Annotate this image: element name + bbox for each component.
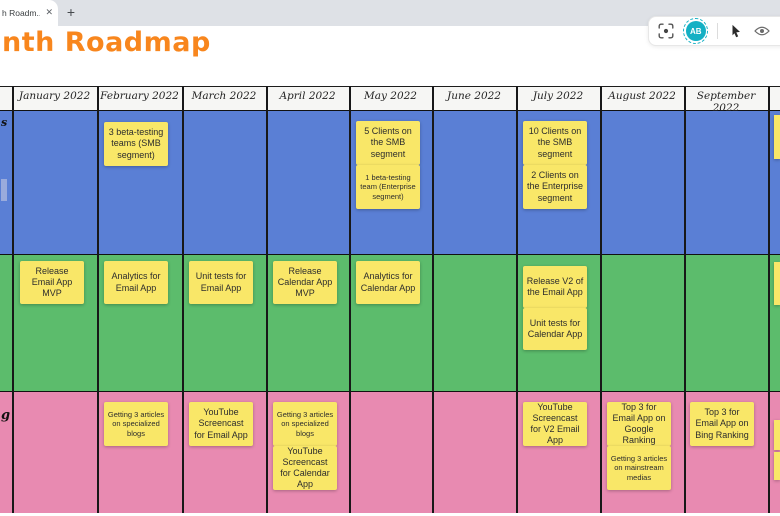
sticky-note[interactable]: YouTube Screencast for V2 Email App (523, 402, 587, 446)
grid-line (349, 86, 351, 513)
sticky-note-clipped[interactable] (774, 262, 780, 305)
row-label-fragment: s (1, 116, 8, 129)
sticky-note[interactable]: 2 Clients on the Enterprise segment (523, 165, 587, 209)
sticky-note[interactable]: Top 3 for Email App on Google Ranking (607, 402, 671, 446)
browser-tab[interactable]: h Roadm... ✕ (0, 0, 58, 26)
month-header: August 2022 (608, 90, 676, 102)
month-header: January 2022 (18, 90, 91, 102)
tab-title: h Roadm... (2, 8, 40, 18)
sticky-note[interactable]: Getting 3 articles on specialized blogs (104, 402, 168, 446)
sticky-note[interactable]: 3 beta-testing teams (SMB segment) (104, 122, 168, 166)
sticky-note-clipped[interactable] (774, 420, 780, 450)
sticky-note[interactable]: YouTube Screencast for Email App (189, 402, 253, 446)
sticky-note[interactable]: Release Email App MVP (20, 261, 84, 304)
sticky-note[interactable]: Analytics for Email App (104, 261, 168, 304)
sticky-note[interactable]: YouTube Screencast for Calendar App (273, 446, 337, 490)
tab-close-icon[interactable]: ✕ (45, 7, 53, 17)
grid-line (516, 86, 518, 513)
page-title[interactable]: nth Roadmap (2, 27, 211, 58)
grid-line (12, 86, 14, 513)
roadmap-board: January 2022 February 2022 March 2022 Ap… (0, 86, 780, 513)
grid-line (182, 86, 184, 513)
month-header: May 2022 (363, 90, 417, 102)
grid-line (97, 86, 99, 513)
new-tab-button[interactable]: + (66, 4, 76, 20)
eye-icon[interactable] (753, 22, 770, 40)
grid-line (684, 86, 686, 513)
sticky-note[interactable]: Analytics for Calendar App (356, 261, 420, 304)
collab-toolbar: AB (648, 16, 780, 46)
cursor-icon[interactable] (727, 22, 744, 40)
row-label-fragment: g (1, 408, 11, 423)
sticky-note[interactable]: 1 beta-testing team (Enterprise segment) (356, 165, 420, 209)
grid-line (600, 86, 602, 513)
sticky-note[interactable]: Release Calendar App MVP (273, 261, 337, 304)
sticky-note[interactable]: 10 Clients on the SMB segment (523, 121, 587, 165)
month-header: June 2022 (446, 90, 501, 102)
sticky-note[interactable]: Unit tests for Calendar App (523, 308, 587, 350)
sticky-note[interactable]: Release V2 of the Email App (523, 266, 587, 308)
avatar[interactable]: AB (685, 21, 706, 41)
sticky-note[interactable]: Top 3 for Email App on Bing Ranking (690, 402, 754, 446)
toolbar-divider (717, 23, 719, 39)
sticky-note[interactable]: Getting 3 articles on specialized blogs (273, 402, 337, 446)
grid-line (768, 86, 770, 513)
month-header: April 2022 (279, 90, 336, 102)
month-header-row (0, 86, 780, 111)
grid-line (432, 86, 434, 513)
left-edge-fragment (1, 179, 7, 201)
month-header: September 2022 (696, 90, 756, 114)
sticky-note[interactable]: Unit tests for Email App (189, 261, 253, 304)
month-header: July 2022 (532, 90, 584, 102)
sticky-note-clipped[interactable] (774, 452, 780, 480)
month-header: February 2022 (100, 90, 179, 102)
browser-tab-bar: h Roadm... ✕ + (0, 0, 780, 26)
avatar-ring: AB (683, 18, 709, 44)
frame-capture-icon[interactable] (657, 22, 674, 40)
sticky-note[interactable]: Getting 3 articles on mainstream medias (607, 446, 671, 490)
sticky-note[interactable]: 5 Clients on the SMB segment (356, 121, 420, 165)
month-header: March 2022 (191, 90, 257, 102)
grid-line (266, 86, 268, 513)
sticky-note-clipped[interactable] (774, 115, 780, 159)
